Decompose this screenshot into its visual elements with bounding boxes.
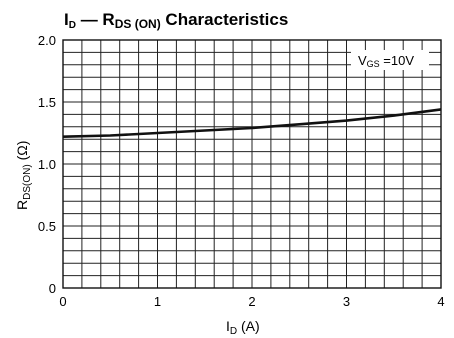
x-tick-label: 1 [154,294,161,309]
x-axis-label: ID (A) [226,318,260,337]
y-tick-label: 0 [49,281,56,296]
x-tick-label: 2 [248,294,255,309]
plot-border [62,39,442,289]
plot-frame [62,39,442,289]
y-tick-label: 0.5 [38,219,56,234]
y-axis-tick-labels: 0 0.5 1.0 1.5 2.0 [38,33,56,296]
annotation-box [351,50,429,70]
x-tick-label: 3 [343,294,350,309]
x-tick-label: 0 [59,294,66,309]
chart-title: ID — RDS (ON) Characteristics [64,10,288,31]
y-tick-label: 1.0 [38,157,56,172]
series-line [62,108,442,138]
vgs-annotation: VGS =10V [358,53,414,69]
chart-grid [63,40,441,288]
x-axis-tick-labels: 0 1 2 3 4 [59,294,444,309]
y-axis-label: RDS(ON) (Ω) [14,141,33,210]
series-lines [62,108,442,138]
y-tick-label: 1.5 [38,95,56,110]
y-tick-label: 2.0 [38,33,56,48]
x-tick-label: 4 [437,294,444,309]
